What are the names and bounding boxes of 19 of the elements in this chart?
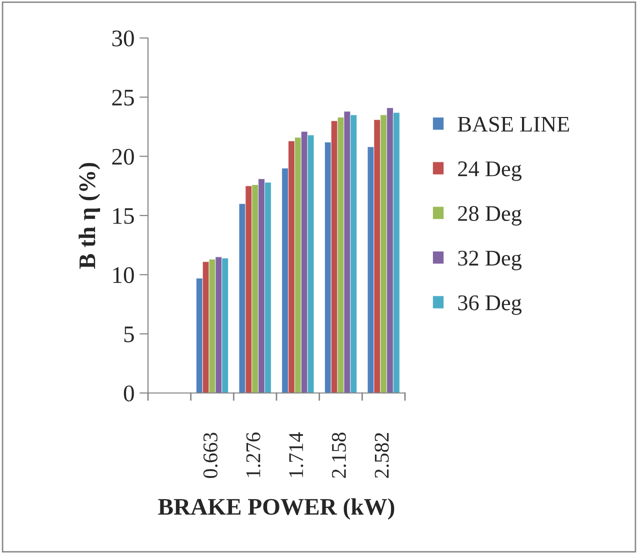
y-tick-label: 25 <box>112 90 134 106</box>
x-tick-label: 0.663 <box>203 432 218 478</box>
y-tick-label: 10 <box>113 267 134 284</box>
y-tick-label: 5 <box>124 326 134 342</box>
x-axis-title: BRAKE POWER (kW) <box>158 498 394 520</box>
y-tick-label: 20 <box>112 148 134 165</box>
x-tick-label: 1.714 <box>289 432 304 477</box>
legend-label: 24 Deg <box>458 161 522 181</box>
x-tick-label: 1.276 <box>246 432 260 477</box>
y-tick-label: 15 <box>113 208 134 224</box>
legend-label: 28 Deg <box>458 206 522 226</box>
y-axis-title: B th η (%) <box>78 162 100 269</box>
legend-label: 32 Deg <box>458 250 522 270</box>
x-tick-label: 2.158 <box>332 432 346 478</box>
y-tick-label: 0 <box>124 385 134 402</box>
legend-label: 36 Deg <box>458 295 522 315</box>
legend-label: BASE LINE <box>458 116 570 132</box>
x-tick-label: 2.582 <box>374 433 389 478</box>
y-tick-label: 30 <box>112 30 134 46</box>
